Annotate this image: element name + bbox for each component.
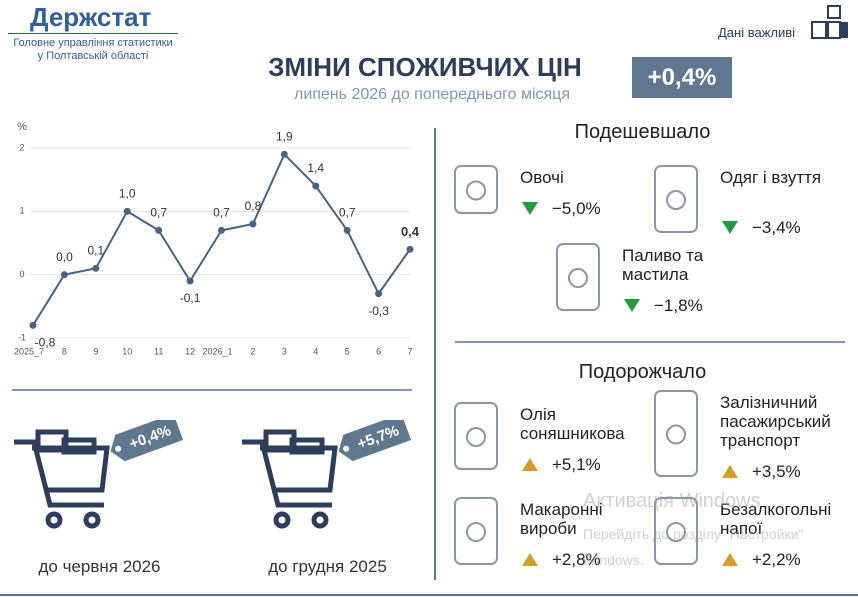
divider bbox=[12, 389, 412, 391]
value-label: 0,8 bbox=[245, 199, 262, 213]
divider bbox=[455, 341, 845, 343]
y-tick-label: -1 bbox=[18, 332, 26, 342]
basket-icon: +5,7% bbox=[242, 420, 412, 529]
up-arrow bbox=[522, 458, 538, 471]
down-arrow bbox=[722, 221, 738, 234]
chart: %-1012-0,82025_70,080,191,0100,711-0,112… bbox=[14, 121, 420, 356]
x-tick-label: 4 bbox=[313, 346, 318, 356]
point bbox=[29, 321, 37, 329]
item-icon bbox=[654, 390, 698, 477]
up-arrow bbox=[722, 553, 738, 566]
item-change: −1,8% bbox=[654, 296, 703, 315]
x-tick-label: 6 bbox=[376, 346, 381, 356]
item-change: −5,0% bbox=[552, 199, 601, 218]
point bbox=[123, 207, 131, 215]
x-tick-label: 9 bbox=[93, 346, 98, 356]
item-icon bbox=[556, 243, 600, 311]
point bbox=[155, 226, 163, 234]
basket-caption: до грудня 2025 bbox=[268, 557, 387, 576]
value-label: 0,4 bbox=[401, 224, 420, 239]
x-tick-label: 2026_1 bbox=[202, 346, 232, 356]
point bbox=[312, 182, 320, 190]
logo: Держстат bbox=[30, 2, 152, 32]
value-label: 0,0 bbox=[56, 250, 73, 264]
divider bbox=[0, 594, 858, 596]
x-tick-label: 7 bbox=[407, 346, 412, 356]
item-icon bbox=[454, 497, 498, 565]
value-label: 0,7 bbox=[150, 206, 167, 220]
basket-caption: до червня 2026 bbox=[38, 557, 161, 576]
org: Головне управління статистики у Полтавськ… bbox=[8, 37, 178, 63]
section-title: Подорожчало bbox=[578, 361, 707, 383]
value-label: 0,1 bbox=[87, 244, 104, 258]
item-name: Паливо та мастила bbox=[622, 246, 704, 284]
down-arrow bbox=[624, 299, 640, 312]
logo-squares bbox=[811, 5, 848, 39]
point bbox=[343, 226, 351, 234]
x-tick-label: 2 bbox=[250, 346, 255, 356]
point bbox=[218, 226, 225, 234]
point bbox=[280, 150, 288, 158]
point bbox=[375, 290, 383, 298]
value-label: 1,4 bbox=[307, 161, 324, 175]
down-arrow bbox=[522, 202, 538, 215]
headline: +0,4% bbox=[632, 57, 732, 98]
y-tick-label: 2 bbox=[19, 142, 24, 152]
point bbox=[186, 277, 194, 285]
important: Дані важливі bbox=[718, 25, 796, 40]
item-name: Макаронні вироби bbox=[520, 500, 603, 538]
title: ЗМІНИ СПОЖИВЧИХ ЦІН bbox=[268, 52, 582, 82]
logo-rule bbox=[8, 33, 178, 34]
item-name: Залізничний пасажирський транспорт bbox=[720, 393, 831, 450]
x-tick-label: 8 bbox=[62, 346, 67, 356]
value-label: 0,7 bbox=[339, 206, 356, 220]
item-change: +3,5% bbox=[752, 462, 801, 481]
y-axis-label: % bbox=[17, 121, 27, 133]
x-tick-label: 11 bbox=[154, 346, 163, 356]
x-tick-label: 3 bbox=[282, 346, 287, 356]
section-title: Подешевшало bbox=[574, 121, 711, 143]
item-icon bbox=[654, 165, 698, 233]
item-icon bbox=[654, 497, 698, 565]
x-tick-label: 2025_7 bbox=[14, 346, 44, 356]
item-name: Овочі bbox=[520, 168, 564, 187]
x-tick-label: 5 bbox=[345, 346, 350, 356]
point bbox=[60, 271, 68, 279]
item-name: Безалкогольні напої bbox=[720, 500, 832, 538]
org-line: у Полтавській області bbox=[37, 50, 149, 62]
value-label: 0,7 bbox=[213, 206, 230, 220]
x-tick-label: 12 bbox=[185, 346, 195, 356]
value-label: 1,0 bbox=[119, 187, 136, 201]
watermark: Перейдіть до розділу "Настройки" bbox=[583, 526, 804, 542]
value-label: 1,9 bbox=[276, 130, 293, 144]
point bbox=[249, 220, 257, 228]
subtitle: липень 2026 до попереднього місяця bbox=[293, 86, 571, 103]
watermark: Активація Windows bbox=[583, 490, 761, 512]
up-arrow bbox=[522, 553, 538, 566]
point bbox=[92, 264, 100, 272]
item-icon bbox=[454, 165, 498, 214]
item-change: +2,2% bbox=[752, 550, 801, 569]
line bbox=[32, 152, 411, 326]
up-arrow bbox=[722, 465, 738, 478]
org-line: Головне управління статистики bbox=[13, 37, 173, 49]
value-label: -0,8 bbox=[35, 336, 56, 350]
basket-icon: +0,4% bbox=[14, 420, 184, 529]
item-name: Олія соняшникова bbox=[520, 405, 625, 443]
item-change: +2,8% bbox=[552, 550, 601, 569]
item-icon bbox=[454, 402, 498, 470]
y-tick-label: 1 bbox=[19, 206, 24, 216]
item-name: Одяг і взуття bbox=[720, 168, 822, 187]
value-label: -0,1 bbox=[180, 291, 201, 305]
item-change: +5,1% bbox=[552, 455, 601, 474]
divider bbox=[434, 128, 436, 580]
watermark: Windows. bbox=[583, 552, 644, 568]
point bbox=[406, 245, 414, 253]
item-change: −3,4% bbox=[752, 218, 801, 237]
value-label: -0,3 bbox=[368, 304, 389, 318]
y-tick-label: 0 bbox=[19, 269, 24, 279]
x-tick-label: 10 bbox=[122, 346, 132, 356]
